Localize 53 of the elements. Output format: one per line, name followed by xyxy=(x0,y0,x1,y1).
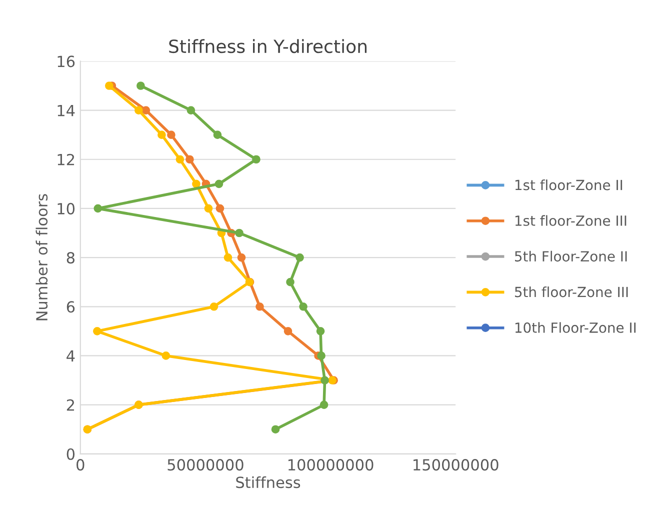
point xyxy=(296,253,304,262)
point xyxy=(186,106,196,114)
point xyxy=(134,106,143,114)
point xyxy=(320,400,328,409)
legend-label: 1st floor-Zone II xyxy=(515,180,622,190)
point xyxy=(186,155,194,164)
point xyxy=(320,376,329,384)
point xyxy=(204,204,213,213)
point xyxy=(256,302,264,311)
x-tick-label: 50000000 xyxy=(168,459,244,471)
y-tick-label: 12 xyxy=(58,154,74,166)
y-tick-label: 6 xyxy=(66,301,75,313)
x-axis-title: Stiffness xyxy=(236,476,300,488)
point xyxy=(252,155,260,164)
point xyxy=(213,130,222,139)
y-tick-label: 0 xyxy=(66,448,75,460)
y-tick-label: 8 xyxy=(66,252,74,264)
y-tick-label: 16 xyxy=(58,56,75,68)
x-tick-label: 100000000 xyxy=(288,459,374,471)
point xyxy=(176,155,184,164)
point xyxy=(216,204,224,213)
point xyxy=(316,327,325,336)
point xyxy=(317,352,326,360)
point xyxy=(235,228,244,238)
point xyxy=(284,327,292,336)
point xyxy=(224,253,232,262)
legend-label: 1st floor-Zone III xyxy=(515,215,626,226)
point xyxy=(192,180,200,188)
chart-title: Stiffness in Y-direction xyxy=(169,39,367,54)
point xyxy=(158,130,166,139)
y-tick-label: 2 xyxy=(66,399,74,411)
point xyxy=(92,327,102,336)
point xyxy=(136,82,145,90)
legend-label: 5th floor-Zone III xyxy=(515,286,628,298)
point xyxy=(210,302,218,311)
point xyxy=(286,278,294,286)
point xyxy=(162,352,170,360)
y-tick-label: 10 xyxy=(58,202,75,214)
y-tick-label: 14 xyxy=(58,104,75,116)
point xyxy=(271,425,280,434)
point xyxy=(105,82,114,90)
point xyxy=(214,180,224,188)
point xyxy=(299,302,308,311)
x-tick-label: 150000000 xyxy=(414,459,498,471)
point xyxy=(142,106,150,114)
legend-label: 5th Floor-Zone II xyxy=(515,250,627,262)
x-tick-label: 0 xyxy=(76,459,84,471)
point xyxy=(237,253,246,262)
point xyxy=(94,204,102,213)
point xyxy=(167,130,176,139)
legend-label: 10th Floor-Zone II xyxy=(515,322,636,333)
y-axis-title: Number of floors xyxy=(36,194,48,320)
y-tick-label: 4 xyxy=(66,350,75,362)
